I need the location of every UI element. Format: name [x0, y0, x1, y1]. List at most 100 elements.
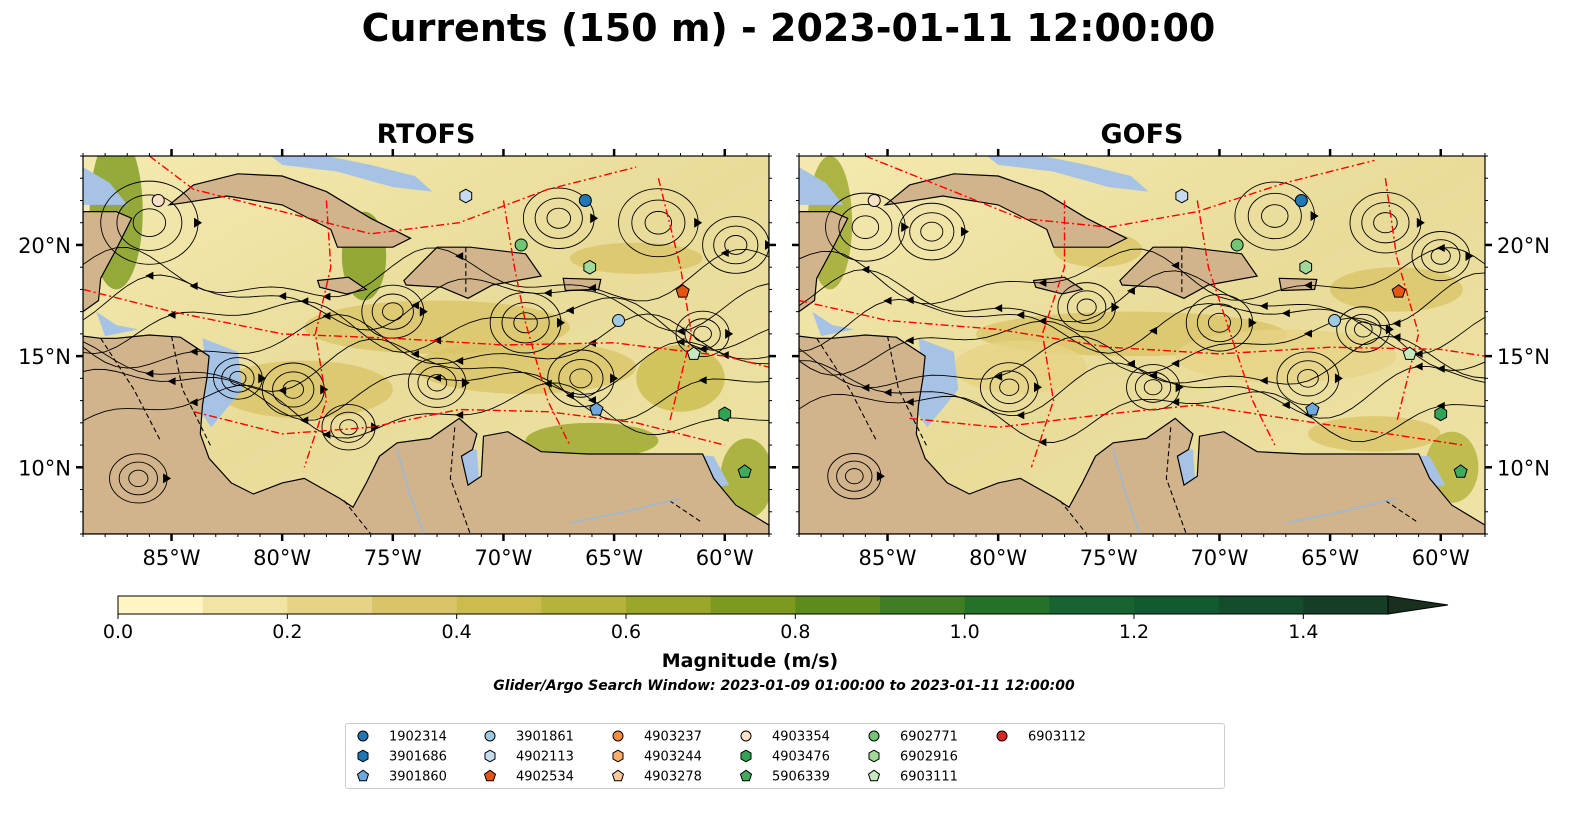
land-mass	[1119, 246, 1259, 299]
colorbar-segment	[456, 596, 542, 614]
river	[569, 497, 681, 524]
streamline-arrow	[698, 376, 707, 385]
streamline-arrow	[433, 373, 442, 382]
float-marker-6903111	[1402, 346, 1417, 360]
streamline-eddy	[272, 371, 315, 408]
streamline-arrow	[720, 249, 729, 258]
legend-marker-4903278	[611, 769, 625, 782]
float-marker-4903354	[151, 193, 165, 207]
land-mass	[316, 276, 368, 295]
streamline-arrow	[410, 301, 419, 310]
streamline-eddy	[382, 302, 404, 321]
colorbar-tick-label: 0.4	[442, 621, 472, 643]
legend-marker-4903244	[612, 749, 624, 763]
x-tick-label: 70°W	[1190, 546, 1248, 570]
streamline-eddy	[838, 204, 893, 251]
streamline-arrow	[322, 430, 331, 439]
streamline-arrow	[720, 351, 729, 360]
streamline-eddy	[1286, 360, 1330, 397]
streamline-arrow	[455, 252, 464, 261]
shallow-water	[96, 311, 139, 337]
float-marker-3901861	[612, 314, 626, 328]
colorbar-segment	[202, 596, 288, 614]
streamline-arrow	[189, 281, 198, 290]
streamline-arrow	[676, 337, 685, 346]
streamline-arrow	[587, 396, 596, 405]
streamline-eddy	[339, 419, 358, 436]
streamline-arrow	[1248, 317, 1257, 328]
streamline-eddy	[501, 302, 550, 344]
streamline-arrow	[1414, 349, 1423, 358]
map-panel-rtofs: 85°W 80°W 75°W 70°W 65°W 60°W 10°N 15°N 20°N	[18, 149, 776, 570]
land-mass	[883, 173, 1128, 248]
float-marker-4903476	[718, 406, 732, 422]
streamline-arrow	[1016, 411, 1025, 420]
streamline-arrow	[565, 306, 574, 315]
streamline-eddy	[417, 365, 457, 400]
streamline-arrow	[543, 289, 552, 298]
float-marker-3901860	[1305, 402, 1320, 416]
colorbar: 0.0 0.2 0.4 0.6 0.8 1.0 1.2 1.4	[103, 595, 1449, 643]
colorbar-segment	[626, 596, 712, 614]
magnitude-patch	[525, 422, 659, 459]
front-line	[909, 404, 1464, 446]
streamline-arrow	[194, 217, 203, 228]
legend-label: 4903278	[644, 770, 702, 785]
figure-title: Currents (150 m) - 2023-01-11 12:00:00	[361, 6, 1216, 50]
x-tick-label: 80°W	[969, 546, 1027, 570]
shallow-water	[200, 338, 243, 428]
streamline-arrow	[167, 310, 176, 319]
streamline-eddy	[116, 194, 183, 251]
streamline-arrow	[590, 213, 599, 224]
legend-marker-4902534	[483, 769, 497, 782]
streamline-arrow	[1281, 400, 1290, 409]
legend-marker-3901860	[356, 769, 370, 782]
country-border	[1385, 500, 1419, 524]
legend-label: 3901860	[389, 770, 447, 785]
streamline-arrow	[1171, 261, 1180, 270]
streamline-arrow	[1126, 286, 1135, 295]
float-marker-6902771	[1230, 238, 1244, 252]
colorbar-tick-label: 0.2	[272, 621, 302, 643]
colorbar-tick-label: 0.6	[611, 621, 641, 643]
streamline-eddy	[546, 207, 572, 229]
y-tick-label: 15°N	[1497, 345, 1550, 369]
streamline-arrow	[1149, 326, 1158, 335]
streamline	[83, 297, 769, 355]
map-frame	[798, 155, 1486, 535]
streamline-arrow	[905, 398, 914, 407]
streamline-arrow	[905, 296, 914, 305]
legend-label: 3901861	[516, 730, 574, 745]
streamline-arrow	[1171, 359, 1180, 368]
streamline-arrow	[901, 222, 910, 233]
magnitude-patch	[953, 340, 1087, 394]
legend-label: 4903476	[772, 750, 830, 765]
streamline-arrow	[543, 379, 552, 388]
map-panel-gofs: 85°W 80°W 75°W 70°W 65°W 60°W 10°N 15°N 20°N	[792, 149, 1550, 570]
streamline-eddy	[1207, 312, 1231, 333]
streamline-arrow	[1414, 362, 1423, 371]
streamline-arrow	[610, 373, 619, 384]
streamline-arrow	[1303, 281, 1312, 290]
streamline-arrow	[1259, 301, 1268, 310]
magnitude-patch	[304, 300, 570, 354]
shallow-water	[916, 338, 959, 428]
streamline-arrow	[765, 239, 769, 250]
streamline-eddy	[1076, 298, 1097, 316]
x-tick-label: 65°W	[1301, 546, 1359, 570]
streamline-arrow	[876, 471, 885, 482]
x-tick-label: 80°W	[253, 546, 311, 570]
float-marker-5906339	[737, 464, 752, 478]
legend-label: 6903111	[900, 770, 958, 785]
streamline-arrow	[1310, 211, 1319, 222]
streamline	[799, 360, 1485, 419]
colorbar-label: Magnitude (m/s)	[661, 650, 839, 672]
country-border	[449, 427, 471, 534]
float-marker-4902113	[1175, 188, 1189, 204]
x-tick-label: 70°W	[474, 546, 532, 570]
streamline	[83, 368, 769, 421]
country-border	[170, 335, 212, 448]
legend-marker-6902916	[868, 749, 880, 763]
shallow-water	[83, 167, 128, 205]
